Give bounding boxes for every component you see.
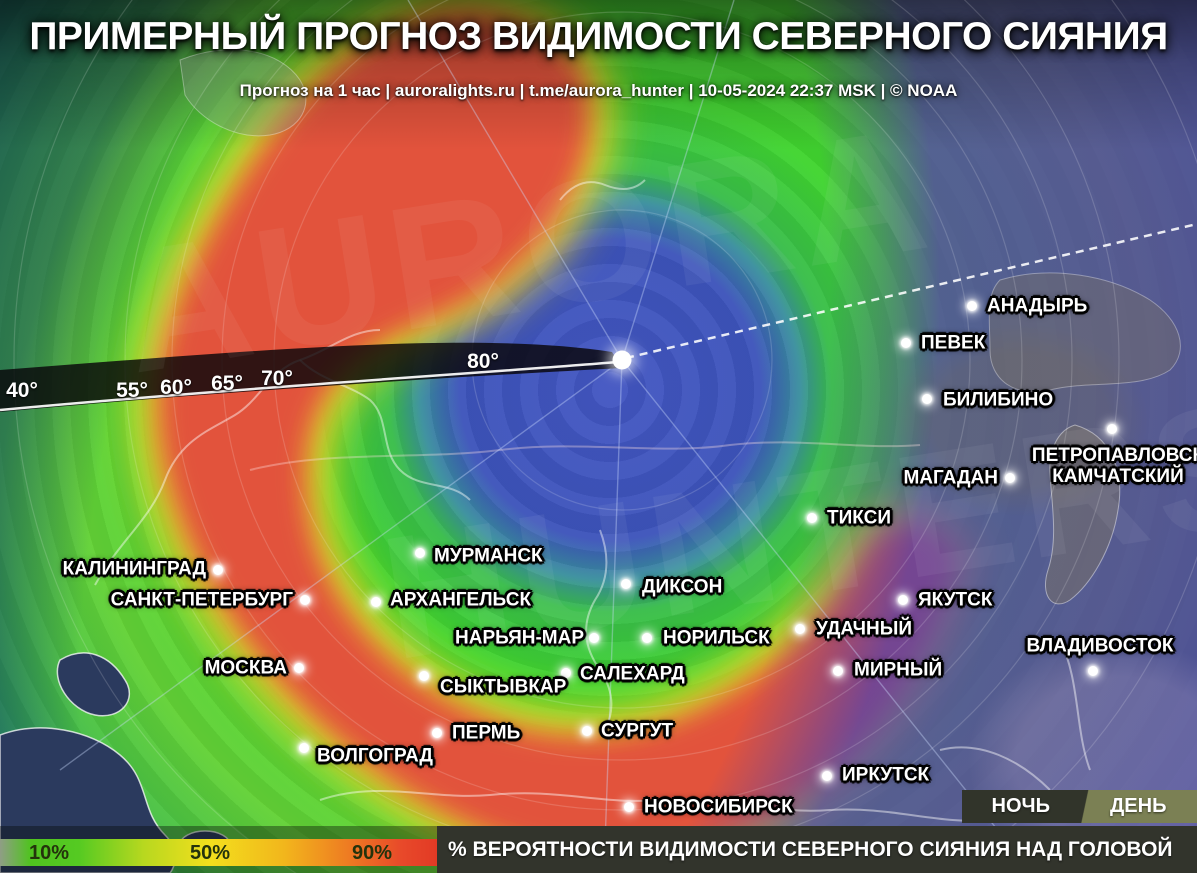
city-label: МИРНЫЙ	[854, 659, 943, 681]
city-label: ВЛАДИВОСТОК	[1026, 635, 1174, 657]
meridian-lines	[59, 0, 1033, 873]
city-dot	[621, 579, 631, 589]
city-dot	[1107, 424, 1117, 434]
city-dot	[922, 394, 932, 404]
latitude-label: 55°	[116, 379, 148, 402]
latitude-band	[0, 342, 622, 412]
city-label: ПЕВЕК	[921, 332, 986, 354]
city-label: САЛЕХАРД	[580, 663, 685, 685]
city-dot	[432, 728, 442, 738]
city-label: СЫКТЫВКАР	[440, 676, 567, 698]
city-dot	[901, 338, 911, 348]
probability-gradient: 10% 50% 90%	[0, 839, 437, 866]
city-label: УДАЧНЫЙ	[816, 618, 912, 640]
city-dot	[582, 726, 592, 736]
city-dot	[822, 771, 832, 781]
city-dot	[561, 668, 571, 678]
night-label: НОЧЬ	[991, 795, 1050, 817]
city-label: САНКТ-ПЕТЕРБУРГ	[110, 589, 293, 611]
city-label: КАЛИНИНГРАД	[62, 558, 206, 580]
city-label: ЯКУТСК	[918, 589, 993, 611]
city-label: ПЕТРОПАВЛОВСК КАМЧАТСКИЙ	[1031, 445, 1197, 487]
header: ПРИМЕРНЫЙ ПРОГНОЗ ВИДИМОСТИ СЕВЕРНОГО СИ…	[0, 0, 1197, 101]
city-dot	[415, 548, 425, 558]
latitude-label: 60°	[160, 376, 192, 399]
city-dot	[833, 666, 843, 676]
geomagnetic-pole-dot	[612, 350, 632, 370]
city-label: АРХАНГЕЛЬСК	[390, 589, 532, 611]
city-label: БИЛИБИНО	[943, 389, 1054, 411]
city-dot	[589, 633, 599, 643]
city-label: СУРГУТ	[601, 720, 674, 742]
legend-caption: % ВЕРОЯТНОСТИ ВИДИМОСТИ СЕВЕРНОГО СИЯНИЯ…	[437, 826, 1197, 873]
page-title: ПРИМЕРНЫЙ ПРОГНОЗ ВИДИМОСТИ СЕВЕРНОГО СИ…	[29, 15, 1168, 58]
city-dot	[624, 802, 634, 812]
city-dot	[807, 513, 817, 523]
city-dot	[898, 595, 908, 605]
city-dot	[213, 565, 223, 575]
probability-tick-label: 50%	[189, 842, 231, 864]
city-dot	[795, 624, 805, 634]
day-night-legend: НОЧЬ ДЕНЬ	[962, 790, 1197, 823]
probability-legend-bar: 10% 50% 90% % ВЕРОЯТНОСТИ ВИДИМОСТИ СЕВЕРН…	[0, 826, 1197, 873]
probability-tick-label: 90%	[351, 842, 393, 864]
city-dot	[300, 595, 310, 605]
city-label: ИРКУТСК	[842, 764, 930, 786]
city-dot	[419, 671, 429, 681]
city-dot	[299, 743, 309, 753]
city-dot	[371, 597, 381, 607]
city-label: ВОЛГОГРАД	[317, 745, 433, 767]
city-label: ТИКСИ	[827, 507, 891, 529]
city-label: НАРЬЯН-МАР	[455, 627, 584, 649]
city-label: ДИКСОН	[642, 576, 723, 598]
city-dot	[1088, 666, 1098, 676]
city-dot	[1005, 473, 1015, 483]
probability-tick-label: 10%	[28, 842, 70, 864]
latitude-label: 80°	[467, 350, 499, 373]
latitude-circles	[13, 0, 1197, 873]
city-dot	[642, 633, 652, 643]
probability-gradient-panel: 10% 50% 90%	[0, 826, 437, 873]
latitude-label: 70°	[261, 367, 293, 390]
city-label: МАГАДАН	[903, 467, 998, 489]
city-dot	[967, 301, 977, 311]
meridian-highlight-line	[0, 360, 619, 412]
latitude-label: 40°	[6, 379, 38, 402]
city-label: АНАДЫРЬ	[987, 295, 1088, 317]
city-dot	[294, 663, 304, 673]
day-label: ДЕНЬ	[1110, 795, 1167, 817]
forecast-meta-line: Прогноз на 1 час | auroralights.ru | t.m…	[239, 80, 958, 100]
latitude-label: 65°	[211, 372, 243, 395]
city-label: МОСКВА	[204, 657, 287, 679]
city-label: НОВОСИБИРСК	[644, 796, 793, 818]
city-label: МУРМАНСК	[434, 545, 543, 567]
city-label: ПЕРМЬ	[452, 722, 521, 744]
city-label: НОРИЛЬСК	[663, 627, 770, 649]
